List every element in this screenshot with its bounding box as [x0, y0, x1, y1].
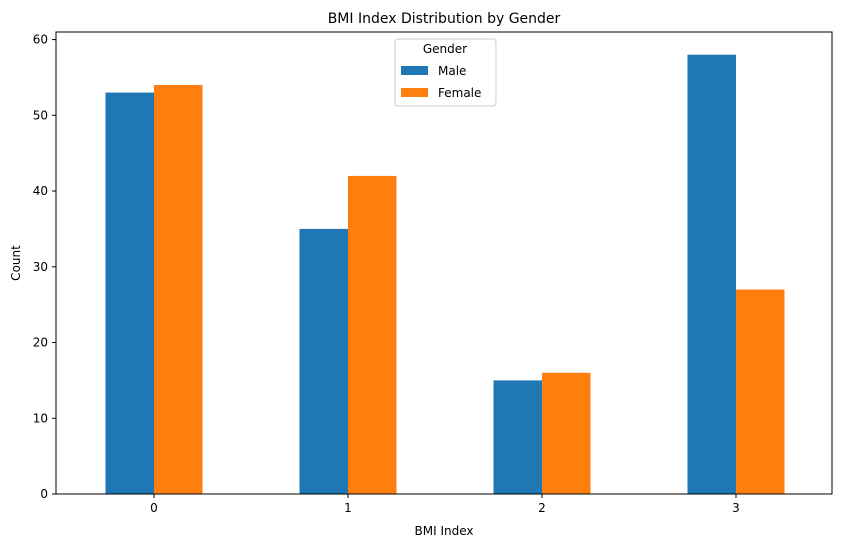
bar-female-3: [736, 289, 785, 494]
bar-male-2: [493, 380, 542, 494]
y-tick-label: 30: [33, 260, 48, 274]
x-tick-label: 3: [732, 501, 740, 515]
legend-label-female: Female: [438, 86, 481, 100]
bar-female-0: [154, 85, 203, 495]
x-axis: 0 1 2 3: [150, 494, 740, 515]
x-tick-label: 0: [150, 501, 158, 515]
bar-female-2: [542, 372, 591, 494]
y-tick-label: 20: [33, 336, 48, 350]
legend-swatch-male: [401, 66, 428, 75]
y-tick-label: 0: [40, 487, 48, 501]
plot-frame: [55, 31, 833, 495]
legend-title: Gender: [423, 42, 467, 56]
y-tick-label: 60: [33, 33, 48, 47]
bar-male-0: [105, 92, 154, 495]
x-tick-label: 1: [344, 501, 352, 515]
y-axis-label: Count: [9, 245, 23, 281]
bars-group: [105, 54, 785, 495]
bar-male-1: [299, 228, 348, 494]
y-tick-label: 50: [33, 108, 48, 122]
x-axis-label: BMI Index: [415, 524, 474, 538]
x-tick-label: 2: [538, 501, 546, 515]
legend-label-male: Male: [438, 64, 466, 78]
legend-swatch-female: [401, 88, 428, 97]
y-tick-label: 10: [33, 411, 48, 425]
bar-male-3: [687, 54, 736, 494]
y-tick-label: 40: [33, 184, 48, 198]
chart-title: BMI Index Distribution by Gender: [328, 11, 561, 27]
bar-female-1: [348, 175, 397, 494]
legend: Gender Male Female: [394, 38, 497, 107]
y-axis: 0 10 20 30 40 50 60: [33, 33, 56, 501]
